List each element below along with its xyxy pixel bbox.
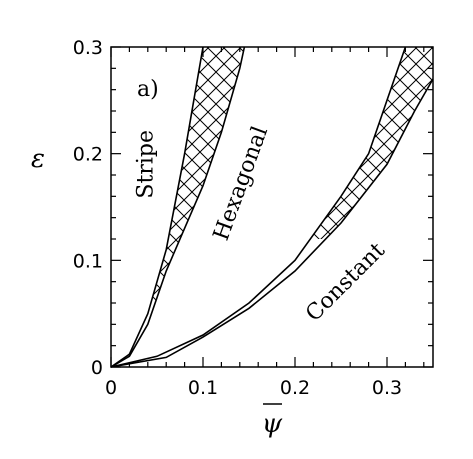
x-tick-label: 0.2 — [280, 377, 310, 399]
boundary-curve-3 — [110, 46, 407, 368]
boundary-curve-4 — [110, 78, 434, 368]
y-tick-label: 0.1 — [73, 250, 103, 272]
x-axis-title: ψ — [262, 409, 283, 439]
x-tick-label: 0.1 — [188, 377, 218, 399]
x-tick-label: 0 — [105, 377, 117, 399]
boundary-curve-2 — [110, 46, 246, 368]
hatched-band-2 — [310, 47, 433, 239]
hatched-band-1 — [150, 47, 245, 303]
hatched-bands — [150, 47, 433, 303]
boundary-curves — [110, 46, 434, 368]
y-tick-label: 0.2 — [73, 144, 103, 166]
boundary-curve-1 — [110, 46, 204, 368]
axis-ticks — [110, 46, 433, 368]
tick-labels: 0 0.1 0.2 0.3 0 0.1 0.2 0.3 — [73, 37, 402, 399]
panel-label: a) — [137, 77, 159, 102]
y-tick-label: 0.3 — [73, 37, 103, 59]
x-tick-label: 0.3 — [372, 377, 402, 399]
y-axis-title: ε — [31, 144, 45, 174]
plot-frame — [110, 46, 434, 368]
y-tick-label: 0 — [91, 357, 103, 379]
region-label-stripe: Stripe — [133, 130, 158, 199]
